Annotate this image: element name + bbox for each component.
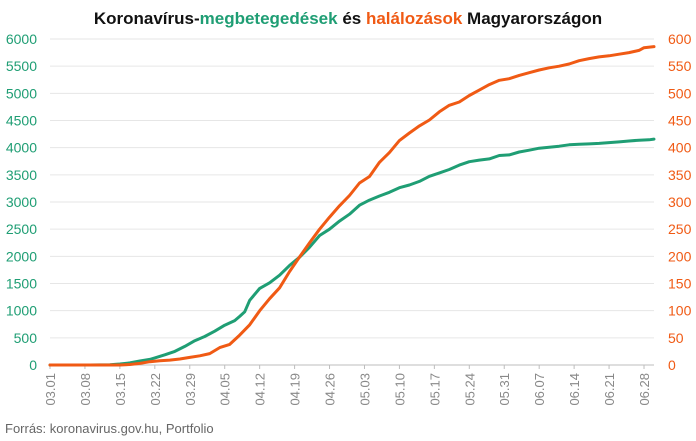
x-tick-label: 03.29: [183, 373, 198, 406]
x-tick-label: 05.31: [497, 373, 512, 406]
x-tick-label: 03.15: [113, 373, 128, 406]
x-tick-label: 06.21: [602, 373, 617, 406]
x-tick-label: 03.01: [43, 373, 58, 406]
right-tick-label: 550: [668, 58, 692, 74]
x-tick-label: 04.19: [288, 373, 303, 406]
x-tick-label: 05.17: [427, 373, 442, 406]
x-tick-label: 05.24: [462, 373, 477, 406]
x-tick-label: 06.07: [532, 373, 547, 406]
right-tick-label: 250: [668, 221, 692, 237]
left-tick-label: 5500: [6, 58, 37, 74]
x-tick-label: 04.12: [253, 373, 268, 406]
title-part-0: Koronavírus-: [94, 9, 200, 28]
right-tick-label: 300: [668, 194, 692, 210]
title-part-1: megbetegedések: [200, 9, 338, 28]
right-tick-label: 50: [668, 330, 684, 346]
right-tick-label: 200: [668, 248, 692, 264]
left-axis-ticks: 0 500 1000 1500 2000 2500 3000 3500 4000 4500 5000…: [6, 31, 37, 373]
left-tick-label: 4500: [6, 113, 37, 129]
x-tick-label: 03.08: [78, 373, 93, 406]
right-tick-label: 400: [668, 140, 692, 156]
left-tick-label: 500: [14, 330, 38, 346]
left-tick-label: 2500: [6, 221, 37, 237]
chart-title: Koronavírus-megbetegedések és halálozáso…: [94, 9, 602, 28]
left-tick-label: 1000: [6, 303, 37, 319]
left-tick-label: 3500: [6, 167, 37, 183]
right-tick-label: 150: [668, 276, 692, 292]
x-tick-label: 06.28: [637, 373, 652, 406]
left-tick-label: 3000: [6, 194, 37, 210]
right-tick-label: 600: [668, 31, 692, 47]
x-tick-label: 06.14: [567, 373, 582, 406]
title-part-4: Magyarországon: [462, 9, 602, 28]
right-axis-ticks: 0 50 100 150 200 250 300 350 400 450 500 550 600: [668, 31, 692, 373]
left-tick-label: 6000: [6, 31, 37, 47]
x-tick-label: 03.22: [148, 373, 163, 406]
right-tick-label: 450: [668, 113, 692, 129]
left-tick-label: 2000: [6, 248, 37, 264]
x-tick-label: 04.26: [323, 373, 338, 406]
series-line-deaths: [48, 45, 656, 367]
left-tick-label: 5000: [6, 85, 37, 101]
series-lines: [48, 45, 656, 367]
right-tick-label: 0: [668, 357, 676, 373]
grid-lines: [50, 38, 654, 366]
left-tick-label: 0: [29, 357, 37, 373]
series-line-cases: [48, 137, 656, 367]
title-part-3: halálozások: [366, 9, 463, 28]
title-part-2: és: [338, 9, 366, 28]
x-axis-ticks: 03.01 03.08 03.15 03.22 03.29 04.05 04.12 04.19…: [43, 365, 652, 406]
left-tick-label: 1500: [6, 276, 37, 292]
x-tick-label: 05.10: [392, 373, 407, 406]
right-tick-label: 500: [668, 85, 692, 101]
left-tick-label: 4000: [6, 140, 37, 156]
x-tick-label: 05.03: [357, 373, 372, 406]
right-tick-label: 100: [668, 303, 692, 319]
right-tick-label: 350: [668, 167, 692, 183]
source-note: Forrás: koronavirus.gov.hu, Portfolio: [5, 421, 214, 436]
x-tick-label: 04.05: [218, 373, 233, 406]
